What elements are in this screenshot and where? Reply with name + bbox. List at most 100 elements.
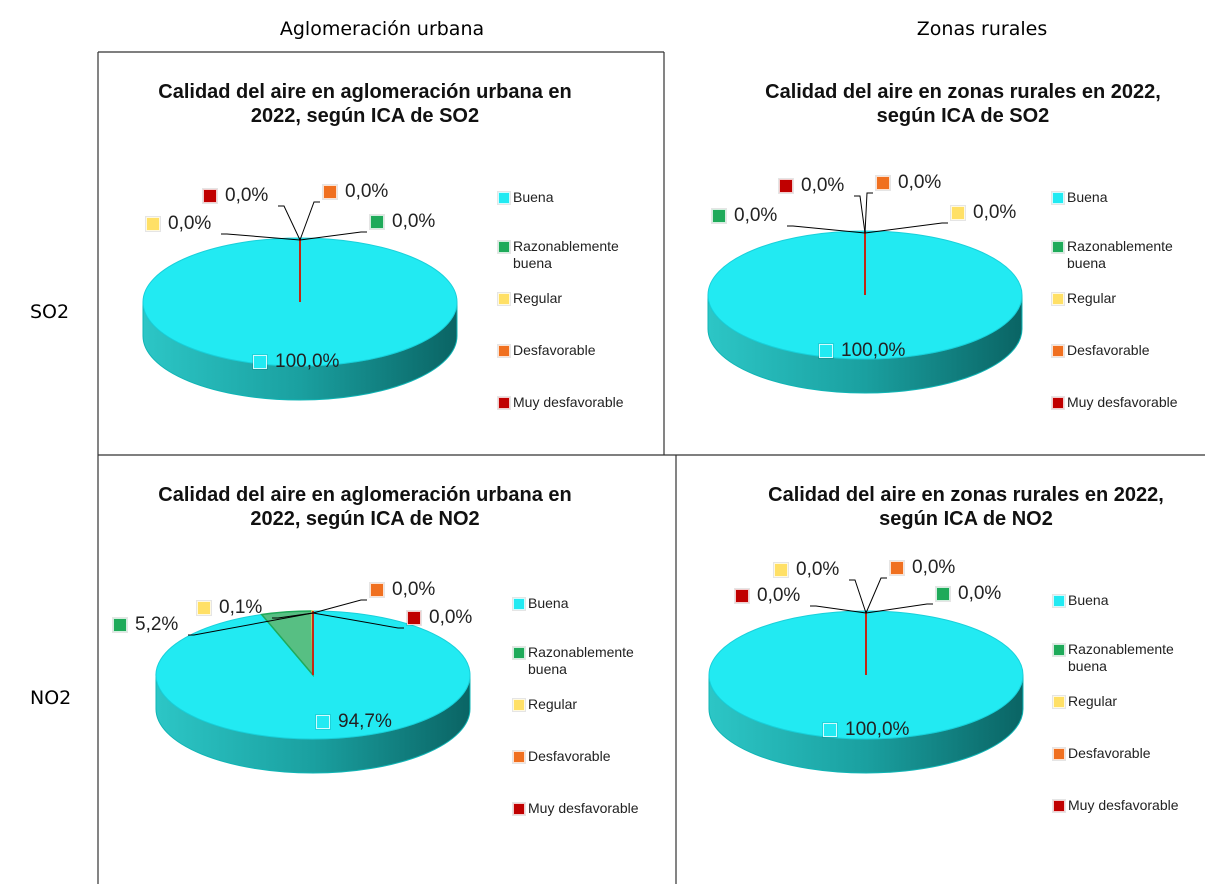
data-label-swatch bbox=[315, 714, 331, 730]
legend-label: Desfavorable bbox=[513, 342, 596, 358]
legend-swatch bbox=[512, 597, 526, 611]
leader-line bbox=[278, 205, 301, 241]
data-label-text: 0,0% bbox=[225, 185, 269, 206]
data-label-swatch bbox=[935, 586, 951, 602]
data-label-text: 0,0% bbox=[168, 213, 212, 234]
leader-line bbox=[865, 577, 887, 614]
legend-label: Regular bbox=[1067, 290, 1117, 306]
leader-line bbox=[272, 612, 314, 619]
data-label: 0,1% bbox=[196, 597, 262, 619]
legend-entry: Muy desfavorable bbox=[1051, 394, 1205, 411]
legend-swatch bbox=[512, 750, 526, 764]
legend-label: Desfavorable bbox=[1067, 342, 1150, 358]
legend-label: Razonablemente buena bbox=[513, 238, 619, 271]
legend-label: Buena bbox=[528, 595, 569, 611]
chart-title: Calidad del aire en zonas rurales en 202… bbox=[768, 484, 1164, 530]
data-label-swatch bbox=[773, 562, 789, 578]
leader-line bbox=[865, 603, 933, 614]
data-label: 0,0% bbox=[778, 175, 845, 197]
data-label-swatch bbox=[322, 184, 338, 200]
legend-label: Regular bbox=[528, 696, 578, 712]
legend-swatch bbox=[497, 191, 511, 205]
data-label-text: 0,0% bbox=[392, 211, 436, 232]
legend-swatch bbox=[1051, 191, 1065, 205]
leader-line bbox=[864, 222, 948, 234]
data-label: 100,0% bbox=[822, 719, 910, 741]
data-label: 0,0% bbox=[734, 585, 801, 607]
legend-swatch bbox=[497, 240, 511, 254]
legend-entry: Muy desfavorable bbox=[497, 394, 658, 411]
legend-swatch bbox=[1052, 695, 1066, 709]
legend-swatch bbox=[512, 698, 526, 712]
data-label-swatch bbox=[202, 188, 218, 204]
data-label: 5,2% bbox=[112, 614, 179, 636]
data-label: 0,0% bbox=[145, 213, 212, 235]
leader-line bbox=[312, 599, 367, 614]
legend-entry: Razonablemente buena bbox=[512, 644, 673, 678]
data-label: 0,0% bbox=[202, 185, 269, 207]
data-label-swatch bbox=[369, 214, 385, 230]
legend-swatch bbox=[497, 396, 511, 410]
leader-line bbox=[864, 192, 873, 234]
legend-entry: Regular bbox=[497, 290, 658, 307]
legend-label: Desfavorable bbox=[1068, 745, 1151, 761]
data-label-swatch bbox=[734, 588, 750, 604]
leader-line bbox=[299, 201, 320, 241]
data-label-swatch bbox=[875, 175, 891, 191]
data-label-swatch bbox=[406, 610, 422, 626]
data-label: 0,0% bbox=[935, 583, 1002, 605]
legend-label: Muy desfavorable bbox=[528, 800, 639, 816]
legend-swatch bbox=[512, 802, 526, 816]
data-label-text: 0,0% bbox=[912, 557, 956, 578]
chart-title: Calidad del aire en aglomeración urbana … bbox=[158, 81, 572, 127]
legend-swatch bbox=[1052, 643, 1066, 657]
legend-entry: Muy desfavorable bbox=[512, 800, 673, 817]
data-label-swatch bbox=[822, 722, 838, 738]
data-label-swatch bbox=[818, 343, 834, 359]
legend-entry: Buena bbox=[1052, 592, 1205, 609]
legend-label: Razonablemente buena bbox=[528, 644, 634, 677]
leader-line bbox=[810, 605, 867, 614]
legend-label: Desfavorable bbox=[528, 748, 611, 764]
data-label-text: 100,0% bbox=[841, 340, 906, 361]
data-label: 94,7% bbox=[315, 711, 392, 733]
data-label: 0,0% bbox=[322, 181, 389, 203]
data-label-text: 0,0% bbox=[345, 181, 389, 202]
legend-label: Muy desfavorable bbox=[513, 394, 624, 410]
legend-entry: Buena bbox=[497, 189, 658, 206]
data-label-swatch bbox=[196, 600, 212, 616]
leader-line bbox=[787, 225, 866, 234]
data-label-text: 0,0% bbox=[973, 202, 1017, 223]
data-label-text: 5,2% bbox=[135, 614, 179, 635]
legend-swatch bbox=[1051, 344, 1065, 358]
column-header: Aglomeración urbana bbox=[279, 18, 485, 40]
legend-entry: Razonablemente buena bbox=[1052, 641, 1205, 675]
legend-swatch bbox=[497, 344, 511, 358]
data-label-text: 0,0% bbox=[958, 583, 1002, 604]
data-label: 0,0% bbox=[889, 557, 956, 579]
legend-entry: Desfavorable bbox=[512, 748, 673, 765]
legend-entry: Regular bbox=[1051, 290, 1205, 307]
legend-label: Regular bbox=[513, 290, 563, 306]
panel-borders bbox=[97, 51, 1205, 884]
legend-label: Buena bbox=[1067, 189, 1108, 205]
leader-line bbox=[854, 195, 866, 234]
legend-label: Razonablemente buena bbox=[1068, 641, 1174, 674]
data-label: 0,0% bbox=[369, 579, 435, 601]
legend-swatch bbox=[1051, 240, 1065, 254]
legend-swatch bbox=[1052, 594, 1066, 608]
legend-label: Regular bbox=[1068, 693, 1118, 709]
chart-title: Calidad del aire en aglomeración urbana … bbox=[158, 484, 572, 530]
data-label-text: 100,0% bbox=[845, 719, 910, 740]
data-label-text: 0,0% bbox=[757, 585, 801, 606]
data-label-text: 0,0% bbox=[801, 175, 845, 196]
leader-line bbox=[299, 231, 367, 241]
data-label: 0,0% bbox=[773, 559, 839, 581]
legend-entry: Regular bbox=[1052, 693, 1205, 710]
column-header: Zonas rurales bbox=[916, 18, 1048, 40]
data-label-swatch bbox=[252, 354, 268, 370]
data-label-text: 0,0% bbox=[898, 172, 942, 193]
data-label-swatch bbox=[369, 582, 385, 598]
legend-entry: Razonablemente buena bbox=[1051, 238, 1205, 272]
